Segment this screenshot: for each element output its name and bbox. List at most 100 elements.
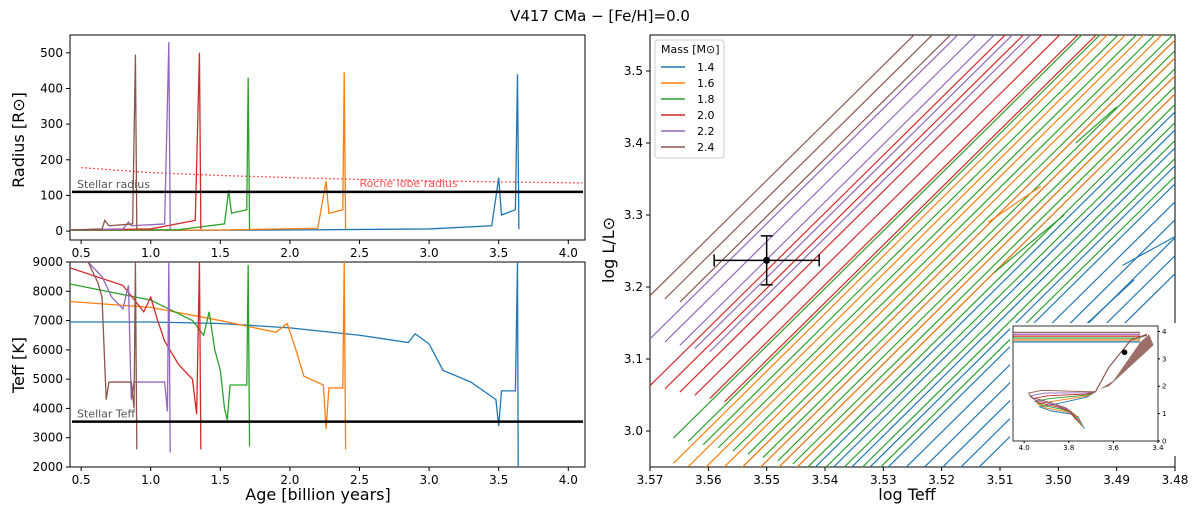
radius-series-1.8 [70,77,251,232]
teff-series-1.4 [70,262,519,467]
inset-frame [1012,325,1159,442]
teff-series-2.4 [87,262,138,450]
hrd-track-2.4 [679,35,952,303]
radius-ytick-label: 500 [40,46,63,60]
radius-xtick-label: 0.5 [72,246,91,260]
hrd-xtick-label: 3.49 [1103,473,1130,487]
hrd-track-2.0 [709,35,1079,399]
legend-frame [654,39,725,159]
radius-ytick-label: 0 [55,224,63,238]
teff-xtick-label: 3.0 [420,473,439,487]
hrd-legend: Mass [M⊙] 1.4 1.6 1.8 2.0 2.2 2.4 [654,39,725,159]
hrd-segment-1.8 [1075,106,1118,144]
teff-xtick-label: 3.5 [489,473,508,487]
radius-series-1.4 [70,74,520,232]
hrd-track-2.0 [679,35,1043,393]
teff-xtick-label: 2.0 [280,473,299,487]
hrd-plot-area [650,35,1175,467]
radius-xtick-label: 2.5 [350,246,369,260]
radius-series-2.2 [70,42,171,231]
teff-ytick-label: 6000 [32,343,63,357]
teff-plot-area [70,262,583,467]
radius-series-1.6 [70,72,347,232]
hrd-track-1.8 [762,50,1175,458]
hrd-track-2.2 [679,35,995,346]
hrd-xtick-label: 3.50 [1045,473,1072,487]
legend-label-2.4: 2.4 [697,141,715,154]
teff-axes: 0.5 1.0 1.5 2.0 2.5 3.0 3.5 4.0 2000 3000 4000 5000… [32,255,586,487]
hrd-track-2.4 [664,35,934,300]
radius-series-2.0 [70,52,202,231]
radius-axes: 0.5 1.0 1.5 2.0 2.5 3.0 3.5 4.0 0 100 200 300 400 500… [40,34,586,260]
hrd-track-1.8 [672,35,1083,439]
hrd-track-2.2 [709,35,1032,353]
radius-ytick-label: 300 [40,117,63,131]
hrd-track-1.8 [807,104,1175,467]
hrd-track-1.6 [705,35,1145,467]
hrd-ytick-label: 3.4 [624,136,643,150]
hrd-track-2.4 [650,35,915,297]
hrd-xtick-label: 3.55 [753,473,780,487]
radius-ytick-label: 100 [40,188,63,202]
hrd-track-2.2 [650,35,959,340]
teff-ytick-label: 9000 [32,255,63,269]
hrd-xtick-label: 3.57 [637,473,664,487]
hrd-track-1.8 [792,86,1175,465]
teff-series-1.6 [70,262,347,450]
hrd-track-1.6 [796,93,1175,467]
hrd-ytick-label: 3.1 [624,352,643,366]
inset-observed-point [1121,349,1128,356]
hrd-track-1.4 [850,147,1175,467]
hrd-track-2.0 [650,35,1006,387]
inset-ytick-label: 0 [1162,438,1166,446]
radius-xtick-label: 2.0 [280,246,299,260]
hrd-track-2.0 [664,35,1025,390]
inset-xtick-label: 3.8 [1063,444,1074,452]
teff-ytick-label: 3000 [32,431,63,445]
teff-ytick-label: 4000 [32,401,63,415]
inset-xtick-label: 4.0 [1019,444,1030,452]
teff-xtick-label: 1.0 [141,473,160,487]
hrd-track-2.2 [694,35,1014,349]
radius-xtick-label: 1.0 [141,246,160,260]
radius-ylabel: Radius [R⊙] [9,92,28,188]
teff-ylabel: Teff [K] [9,337,28,394]
hrd-xlabel: log Teff [878,485,936,504]
hrd-track-2.0 [724,35,1097,403]
hrd-segment-1.4 [1122,236,1175,266]
hrd-track-1.6 [741,39,1175,467]
hrd-track-1.8 [717,35,1138,449]
legend-label-2.0: 2.0 [697,109,715,122]
legend-title: Mass [M⊙] [661,43,719,56]
hrd-track-1.4 [832,129,1175,467]
radius-plot-area [70,42,583,232]
hrd-frame [649,34,1176,468]
hrd-xtick-label: 3.48 [1162,473,1189,487]
hrd-axes: 3.57 3.56 3.55 3.54 3.53 3.52 3.51 3.50 3.49 3.48… [624,34,1189,487]
teff-xtick-label: 1.5 [211,473,230,487]
stellar-radius-label: Stellar radius [77,178,150,191]
hrd-track-1.8 [843,140,1175,467]
hrd-track-1.8 [732,35,1156,452]
hrd-track-1.6 [723,35,1163,467]
hrd-xtick-label: 3.53 [870,473,897,487]
hrd-xtick-label: 3.56 [695,473,722,487]
inset-xtick-label: 3.4 [1152,444,1164,452]
teff-ytick-label: 8000 [32,284,63,298]
inset-ytick-label: 1 [1162,410,1166,418]
legend-label-1.4: 1.4 [697,61,715,74]
hrd-xtick-label: 3.52 [928,473,955,487]
hrd-track-1.6 [687,35,1127,467]
radius-ytick-label: 400 [40,81,63,95]
radius-xtick-label: 4.0 [559,246,578,260]
hrd-track-1.8 [747,35,1174,455]
radius-frame [69,34,586,241]
radius-series-2.4 [70,54,138,231]
hrd-segment-1.8 [993,214,1065,274]
inset-ytick-label: 4 [1162,328,1167,336]
radius-xtick-label: 3.0 [420,246,439,260]
teff-series-2.2 [87,262,171,453]
inset-ytick-label: 3 [1162,355,1166,363]
hrd-track-1.4 [869,165,1175,467]
